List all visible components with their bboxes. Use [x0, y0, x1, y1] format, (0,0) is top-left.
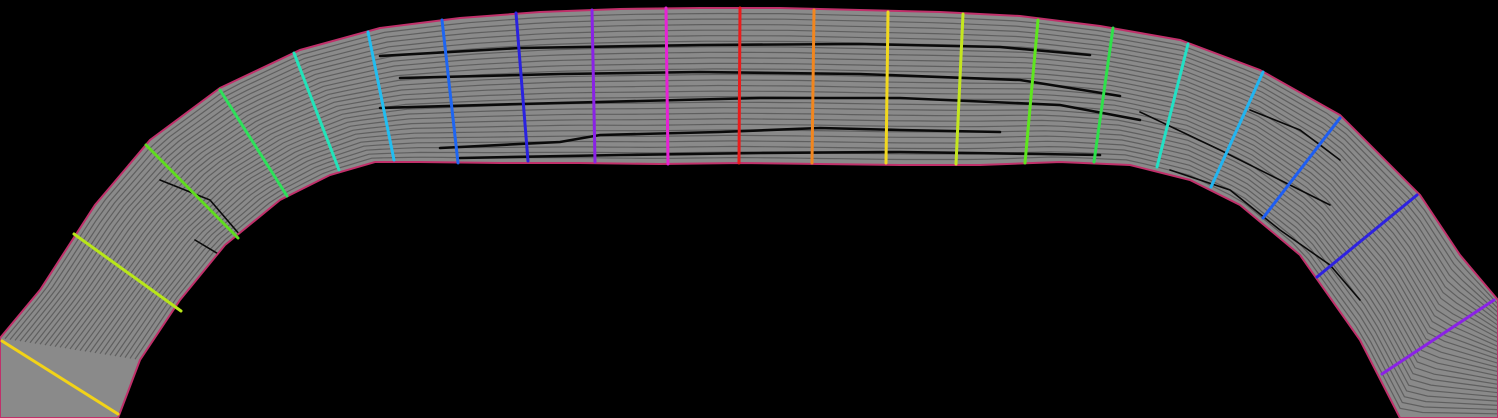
crack-line	[438, 126, 1002, 150]
crack-line	[458, 150, 1102, 160]
marker-15	[1023, 18, 1040, 165]
marker-18	[1209, 70, 1265, 189]
layer-line	[19, 29, 1498, 342]
layer-line	[44, 57, 1498, 346]
layer-line	[74, 90, 1498, 364]
layer-line	[39, 51, 1498, 345]
marker-14	[954, 12, 965, 166]
layer-line	[49, 62, 1498, 347]
marker-9	[590, 8, 597, 164]
layer-line	[99, 118, 1498, 385]
layer-line	[54, 68, 1498, 347]
marker-10	[664, 6, 670, 166]
layer-line	[119, 140, 1498, 402]
cross-section-markers	[0, 6, 1496, 416]
crack-line	[398, 70, 1122, 98]
marker-19	[1261, 116, 1342, 220]
marker-2	[72, 232, 183, 313]
layer-line	[104, 123, 1498, 390]
marker-17	[1155, 42, 1190, 169]
layer-line	[64, 79, 1498, 356]
marker-11	[737, 6, 742, 165]
curved-tissue-band	[0, 8, 1498, 418]
marker-12	[810, 8, 816, 165]
marker-3	[144, 143, 240, 240]
marker-6	[366, 30, 396, 162]
marker-1	[0, 339, 120, 416]
layer-line	[134, 156, 1498, 415]
marker-13	[884, 10, 890, 165]
band-layer-lines	[4, 12, 1498, 415]
layer-line	[114, 134, 1498, 398]
crack-line	[378, 42, 1092, 58]
crack-line	[1169, 169, 1361, 301]
marker-5	[292, 51, 341, 172]
crack-line	[159, 179, 241, 236]
marker-8	[514, 11, 530, 163]
layer-line	[69, 84, 1498, 360]
marker-21	[1380, 298, 1496, 376]
marker-7	[440, 18, 460, 165]
layer-line	[14, 24, 1498, 341]
layer-line	[9, 18, 1498, 340]
marker-16	[1092, 26, 1115, 164]
layer-line	[29, 40, 1498, 344]
crack-line	[378, 96, 1142, 122]
crack-line	[1139, 111, 1331, 206]
crack-line	[1249, 109, 1341, 161]
layer-line	[24, 35, 1498, 343]
marker-4	[218, 88, 289, 198]
marker-20	[1315, 193, 1419, 279]
band-crack-lines	[159, 42, 1361, 301]
band-outline	[0, 7, 1498, 418]
layer-line	[84, 101, 1498, 373]
layer-line	[59, 73, 1498, 352]
layer-line	[124, 145, 1498, 406]
